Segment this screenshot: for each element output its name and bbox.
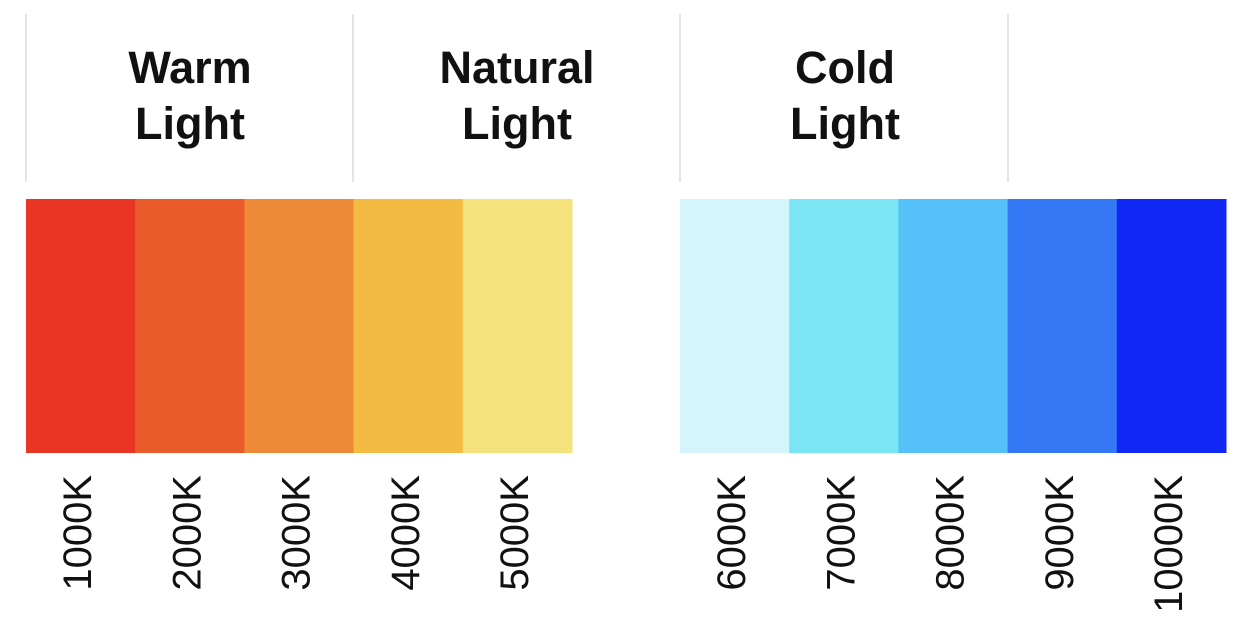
separator (25, 14, 27, 182)
swatch-label: 3000K (275, 475, 319, 591)
color-swatch (680, 199, 790, 453)
heading: Natural Light (439, 42, 595, 149)
color-swatch (26, 199, 136, 453)
color-swatch (1116, 199, 1227, 453)
swatch-label: 9000K (1038, 475, 1082, 591)
swatch-label: 8000K (929, 475, 973, 591)
swatch-label: 7000K (819, 475, 863, 591)
color-swatch (135, 199, 245, 453)
swatch-label: 1000K (56, 475, 100, 591)
color-swatch (1007, 199, 1118, 453)
color-swatch (898, 199, 1009, 453)
swatch-label: 2000K (165, 475, 209, 591)
color-swatch (353, 199, 464, 453)
heading: Cold Light (790, 42, 900, 149)
heading: Warm Light (128, 42, 252, 149)
swatch-label: 5000K (493, 475, 537, 591)
separator (679, 14, 681, 182)
swatch-label: 6000K (710, 475, 754, 591)
color-swatch (244, 199, 355, 453)
swatch-label: 4000K (384, 475, 428, 591)
swatch-label: 10000K (1147, 475, 1191, 613)
color-swatch (462, 199, 573, 453)
separator (352, 14, 354, 182)
separator (1007, 14, 1009, 182)
color-swatch (789, 199, 899, 453)
